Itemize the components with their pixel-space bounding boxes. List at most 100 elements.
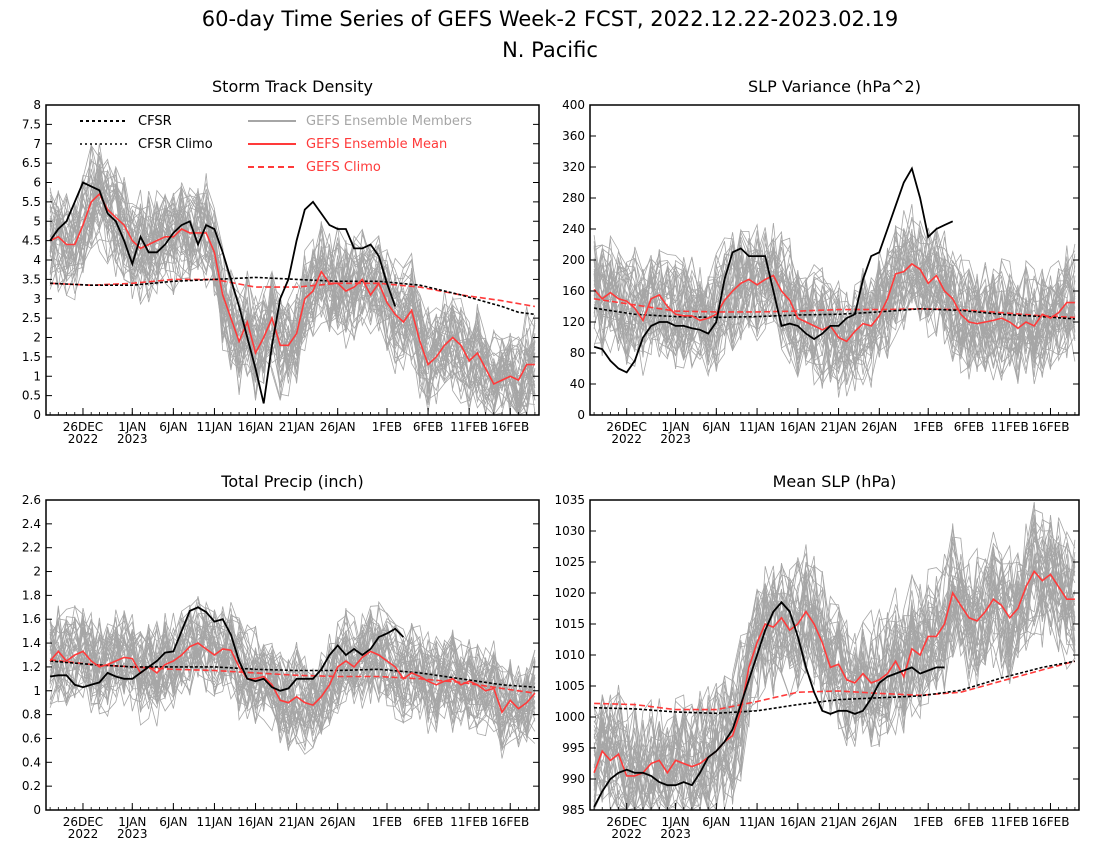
legend-cfsr-label: CFSR	[138, 114, 172, 129]
y-tick-label: 1.6	[22, 612, 41, 626]
x-tick-label: 11JAN	[739, 420, 775, 434]
x-tick-label: 21JAN	[821, 420, 857, 434]
y-tick-label: 985	[562, 803, 585, 817]
y-tick-label: 1.2	[22, 660, 41, 674]
panel-title: Total Precip (inch)	[220, 472, 363, 491]
y-tick-label: 2.6	[22, 493, 41, 507]
y-tick-label: 1015	[554, 617, 585, 631]
x-tick-label: 16FEB	[491, 815, 529, 829]
ensemble-member-line	[49, 621, 536, 745]
y-tick-label: 1.8	[22, 588, 41, 602]
ensemble-mean-line	[593, 262, 1075, 343]
y-tick-label: 0.4	[22, 755, 41, 769]
y-tick-label: 4.5	[22, 234, 41, 248]
y-tick-label: 40	[570, 377, 585, 391]
y-tick-label: 1	[33, 369, 41, 383]
x-tick-year-label: 2022	[68, 827, 99, 841]
x-tick-label: 26JAN	[861, 420, 897, 434]
x-tick-label: 26JAN	[861, 815, 897, 829]
y-tick-label: 0	[577, 408, 585, 422]
ensemble-member-line	[593, 544, 1076, 810]
ensemble-member-line	[49, 168, 536, 399]
x-tick-label: 26DEC	[606, 815, 646, 829]
x-tick-label: 16FEB	[1031, 420, 1069, 434]
y-tick-label: 80	[570, 346, 585, 360]
ensemble-member-line	[593, 234, 1076, 381]
gefs-climo-line	[593, 298, 1075, 319]
plot-area	[593, 166, 1076, 398]
panel-storm-track-density: Storm Track Density 0 0.5 1 1.5 2 2.5 3 3.5 4 4.5 5…	[22, 77, 540, 446]
ensemble-member-line	[49, 610, 536, 745]
x-tick-label: 21JAN	[821, 815, 857, 829]
legend-ens-mean-label: GEFS Ensemble Mean	[306, 137, 447, 152]
x-tick-year-label: 2022	[611, 827, 642, 841]
ensemble-member-line	[49, 179, 536, 392]
plot-area	[593, 501, 1076, 810]
y-tick-label: 1000	[554, 710, 585, 724]
ensemble-member-line	[593, 231, 1076, 354]
x-tick-label: 6JAN	[159, 815, 187, 829]
ensemble-mean-line	[49, 192, 535, 386]
y-tick-label: 280	[562, 191, 585, 205]
y-tick-label: 1020	[554, 586, 585, 600]
x-tick-label: 6JAN	[702, 815, 730, 829]
ensemble-member-line	[593, 228, 1076, 365]
x-tick-year-label: 2022	[611, 432, 642, 446]
ensemble-member-line	[49, 613, 536, 735]
x-tick-label: 11FEB	[991, 815, 1029, 829]
cfsr-line	[593, 166, 954, 374]
y-tick-label: 1035	[554, 493, 585, 507]
ensemble-member-line	[593, 566, 1076, 810]
ensemble-member-line	[49, 207, 536, 415]
ensemble-member-line	[49, 626, 536, 755]
x-tick-label: 1FEB	[913, 815, 943, 829]
x-tick-label: 11JAN	[739, 815, 775, 829]
x-tick-year-label: 2023	[660, 827, 691, 841]
y-tick-label: 5	[33, 214, 41, 228]
y-tick-label: 0	[33, 803, 41, 817]
x-tick-label: 6FEB	[954, 420, 984, 434]
panel-title: Storm Track Density	[212, 77, 373, 96]
legend-gefs-climo-label: GEFS Climo	[306, 160, 381, 175]
ensemble-member-line	[49, 180, 536, 415]
x-tick-label: 1FEB	[372, 420, 402, 434]
ensemble-mean-line	[593, 569, 1075, 777]
figure-title: 60-day Time Series of GEFS Week-2 FCST, …	[202, 7, 899, 31]
ensemble-member-line	[594, 256, 1076, 383]
cfsr-line	[593, 600, 945, 808]
x-tick-label: 1JAN	[661, 815, 689, 829]
x-tick-label: 1JAN	[118, 815, 146, 829]
x-tick-year-label: 2022	[68, 432, 99, 446]
y-tick-label: 2.4	[22, 517, 41, 531]
ensemble-member-line	[49, 596, 536, 738]
ensemble-member-line	[593, 261, 1076, 388]
x-tick-label: 16JAN	[238, 815, 274, 829]
y-tick-label: 995	[562, 741, 585, 755]
ensemble-member-line	[49, 169, 536, 415]
y-tick-label: 8	[33, 98, 41, 112]
x-tick-label: 26JAN	[320, 815, 356, 829]
y-tick-label: 2.5	[22, 311, 41, 325]
ensemble-member-line	[49, 196, 535, 415]
y-tick-label: 6	[33, 176, 41, 190]
x-tick-label: 11FEB	[450, 420, 488, 434]
gefs-climo-line	[594, 660, 1076, 711]
y-tick-label: 2	[33, 565, 41, 579]
cfsr-climo-line	[50, 660, 535, 688]
panel-title: Mean SLP (hPa)	[773, 472, 897, 491]
ensemble-member-line	[593, 555, 1076, 810]
x-tick-label: 6JAN	[702, 420, 730, 434]
y-tick-label: 7.5	[22, 117, 41, 131]
x-tick-label: 11FEB	[450, 815, 488, 829]
y-tick-label: 990	[562, 772, 585, 786]
y-tick-label: 0.8	[22, 708, 41, 722]
cfsr-climo-line	[594, 660, 1076, 715]
y-tick-label: 1.4	[22, 636, 41, 650]
panel-total-precip: Total Precip (inch) 0 0.2 0.4 0.6 0.8 1 1.2 1.4 1…	[22, 472, 540, 841]
x-tick-label: 16JAN	[780, 815, 816, 829]
ensemble-member-line	[49, 617, 536, 730]
y-tick-label: 1010	[554, 648, 585, 662]
ensemble-member-line	[49, 605, 536, 719]
y-tick-label: 0.5	[22, 389, 41, 403]
y-tick-label: 360	[562, 129, 585, 143]
